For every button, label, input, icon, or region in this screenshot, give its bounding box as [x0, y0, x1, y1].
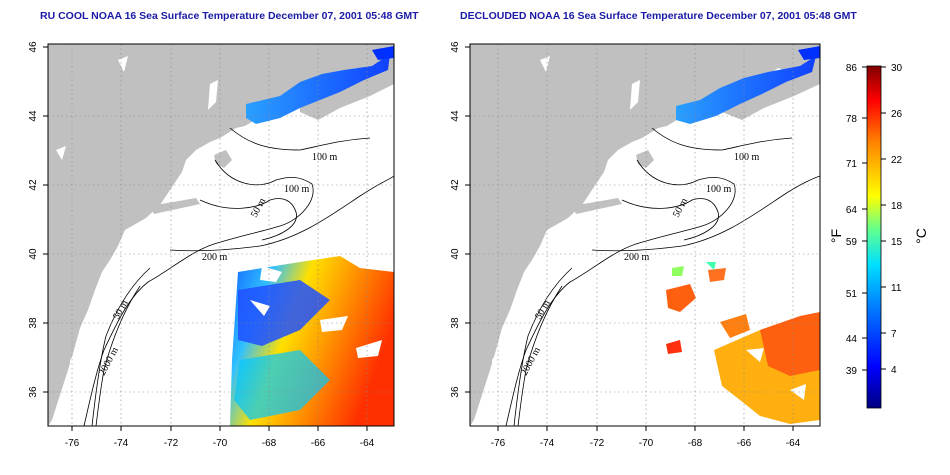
y-tick-label: 36 — [28, 386, 39, 398]
x-tick-label: -64 — [360, 438, 375, 449]
panel-title-raw: RU COOL NOAA 16 Sea Surface Temperature … — [40, 10, 419, 22]
colorbar-f-tick: 78 — [846, 114, 858, 125]
colorbar-fahrenheit-label: °F — [828, 229, 844, 243]
y-tick-label: 44 — [450, 110, 461, 122]
x-tick-label: -76 — [491, 438, 506, 449]
contour-label-100m-b: 100 m — [284, 184, 310, 195]
x-tick-label: -66 — [311, 438, 326, 449]
graticule — [48, 44, 394, 426]
y-tick-label: 42 — [450, 179, 461, 191]
y-tick-label: 46 — [450, 41, 461, 53]
colorbar-gradient — [866, 65, 882, 409]
x-tick-label: -70 — [213, 438, 228, 449]
panel-title-declouded: DECLOUDED NOAA 16 Sea Surface Temperatur… — [460, 10, 857, 22]
colorbar-c-tick: 11 — [891, 283, 902, 294]
y-tick-label: 40 — [28, 248, 39, 260]
x-tick-label: -74 — [114, 438, 129, 449]
colorbar-f-tick: 44 — [846, 334, 858, 345]
x-tick-label: -68 — [262, 438, 277, 449]
colorbar-c-tick: 22 — [891, 155, 903, 166]
land-mass — [48, 44, 394, 426]
y-tick-label: 42 — [28, 179, 39, 191]
map-panel-declouded: 100 m 100 m 50 m 200 m 50 m 2000 m — [450, 41, 821, 449]
y-tick-label: 44 — [28, 110, 39, 122]
x-tick-label: -68 — [688, 438, 703, 449]
y-tick-label: 46 — [28, 41, 39, 53]
x-tick-label: -70 — [639, 438, 654, 449]
y-tick-label: 40 — [450, 248, 461, 260]
colorbar-f-tick: 59 — [846, 237, 858, 248]
land-mass — [470, 44, 820, 426]
x-tick-label: -64 — [786, 438, 801, 449]
colorbar-c-tick: 30 — [891, 63, 903, 74]
colorbar-f-tick: 64 — [846, 205, 858, 216]
colorbar-c-tick: 26 — [891, 109, 903, 120]
colorbar-f-tick: 51 — [846, 289, 858, 300]
y-tick-label: 38 — [28, 317, 39, 329]
graticule — [470, 44, 820, 426]
x-tick-label: -72 — [590, 438, 605, 449]
x-tick-label: -72 — [164, 438, 179, 449]
colorbar-f-tick: 86 — [846, 63, 858, 74]
colorbar-f-tick: 71 — [846, 159, 858, 170]
x-tick-label: -74 — [540, 438, 555, 449]
colorbar-celsius-label: °C — [913, 228, 929, 244]
x-tick-label: -76 — [65, 438, 80, 449]
contour-label-200m: 200 m — [624, 252, 650, 263]
colorbar-c-tick: 15 — [891, 237, 903, 248]
map-panel-raw: 100 m 100 m 50 m 200 m 50 m 2000 m — [28, 41, 395, 449]
colorbar-c-tick: 4 — [891, 365, 897, 376]
contour-label-100m-b: 100 m — [706, 184, 732, 195]
contour-label-200m: 200 m — [202, 252, 228, 263]
colorbar-c-tick: 7 — [891, 329, 897, 340]
contour-label-100m-a: 100 m — [312, 152, 338, 163]
colorbar-c-tick: 18 — [891, 201, 903, 212]
y-tick-label: 38 — [450, 317, 461, 329]
colorbar-f-tick: 39 — [846, 366, 858, 377]
contour-label-100m-a: 100 m — [734, 152, 760, 163]
colorbar: 86 78 71 64 59 51 44 39 30 26 22 18 15 1… — [828, 63, 929, 409]
x-tick-label: -66 — [737, 438, 752, 449]
y-tick-label: 36 — [450, 386, 461, 398]
